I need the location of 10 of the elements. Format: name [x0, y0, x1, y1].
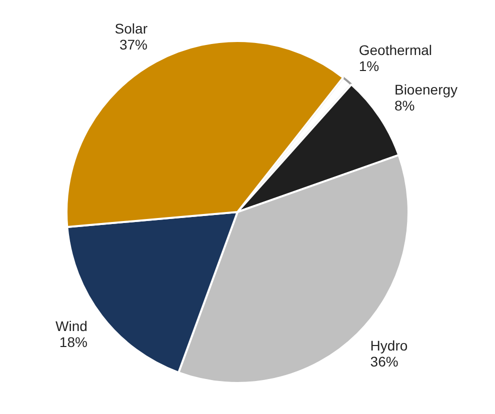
- slice-label: Hydro: [370, 337, 408, 354]
- slice-label: Bioenergy: [394, 82, 458, 98]
- data-label: 1%: [358, 58, 380, 74]
- data-label: 18%: [59, 334, 88, 350]
- slice-label: Geothermal: [358, 42, 432, 58]
- slice-label: Solar: [114, 20, 148, 37]
- data-label: 36%: [370, 353, 398, 370]
- slice-label: Wind: [56, 318, 88, 334]
- data-label: 8%: [394, 98, 415, 114]
- data-label: 37%: [119, 36, 148, 53]
